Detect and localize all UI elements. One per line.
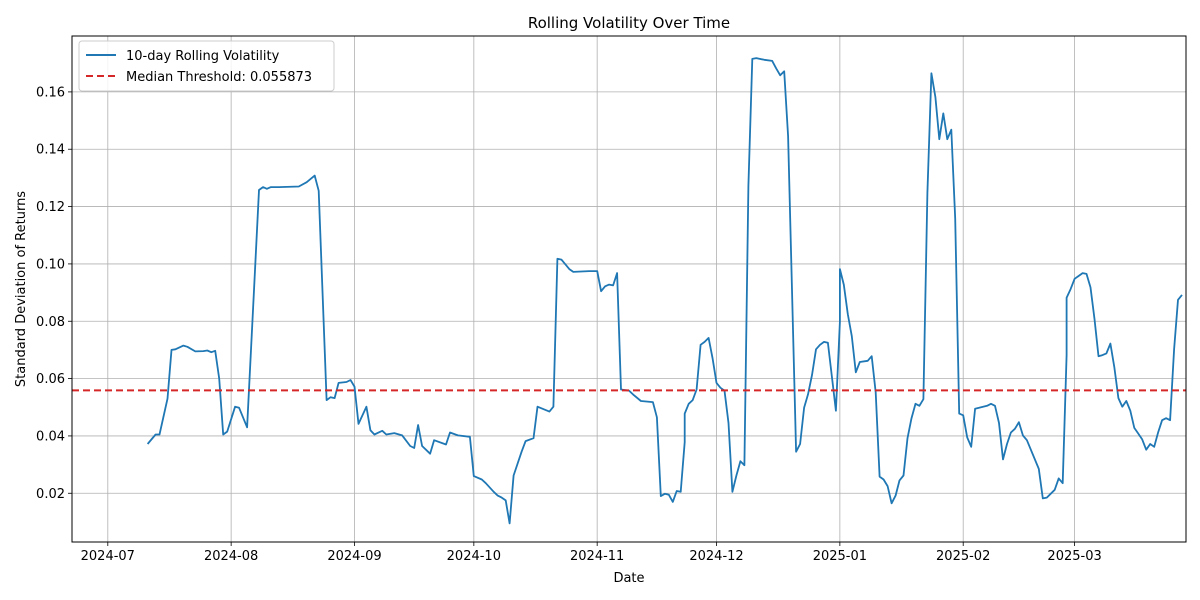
y-tick-label: 0.14 — [36, 143, 65, 158]
y-tick-label: 0.08 — [36, 315, 65, 330]
y-tick-label: 0.06 — [36, 372, 65, 387]
x-axis-ticks: 2024-07 2024-08 2024-09 2024-10 2024-11 2024-… — [81, 542, 1102, 564]
volatility-series-line — [146, 57, 1183, 525]
x-tick-label: 2024-10 — [447, 549, 501, 564]
legend-label-threshold: Median Threshold: 0.055873 — [126, 70, 312, 85]
x-tick-label: 2025-03 — [1047, 549, 1101, 564]
x-tick-label: 2024-07 — [81, 549, 135, 564]
y-tick-label: 0.04 — [36, 429, 65, 444]
x-tick-label: 2024-11 — [570, 549, 624, 564]
x-axis-label: Date — [613, 571, 644, 586]
y-axis-label: Standard Deviation of Returns — [14, 191, 29, 387]
x-tick-label: 2024-12 — [689, 549, 743, 564]
plot-frame — [71, 35, 1187, 543]
x-tick-label: 2025-02 — [936, 549, 990, 564]
y-tick-label: 0.02 — [36, 487, 65, 502]
y-axis-ticks: 0.02 0.04 0.06 0.08 0.10 0.12 0.14 0.16 — [36, 85, 72, 502]
y-tick-label: 0.10 — [36, 257, 65, 272]
series-layer — [72, 57, 1186, 525]
chart-title: Rolling Volatility Over Time — [528, 14, 730, 32]
x-tick-label: 2025-01 — [813, 549, 867, 564]
legend-box — [78, 40, 335, 92]
y-tick-label: 0.16 — [36, 85, 65, 100]
plot-area: 2024-07 2024-08 2024-09 2024-10 2024-11 2024-… — [36, 35, 1187, 564]
x-tick-label: 2024-09 — [327, 549, 381, 564]
plot-background — [72, 36, 1186, 542]
y-tick-label: 0.12 — [36, 200, 65, 215]
legend: 10-day Rolling Volatility Median Thresho… — [78, 40, 335, 92]
x-tick-label: 2024-08 — [204, 549, 258, 564]
legend-label-volatility: 10-day Rolling Volatility — [126, 49, 280, 64]
